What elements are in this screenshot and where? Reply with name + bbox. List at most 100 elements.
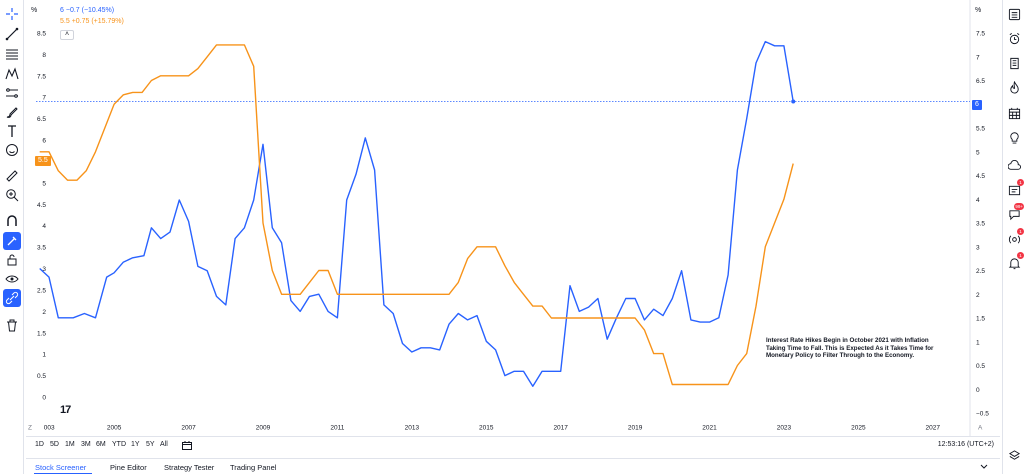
- magnet-icon[interactable]: [3, 212, 21, 230]
- x-axis-tick: 2017: [553, 425, 568, 432]
- legend-series-1[interactable]: 6 −0.7 (−10.45%): [60, 7, 114, 14]
- x-axis-tick: 2007: [181, 425, 196, 432]
- clock[interactable]: 12:53:16 (UTC+2): [937, 441, 994, 448]
- x-axis-tick: 2009: [256, 425, 271, 432]
- tab-strategy-tester[interactable]: Strategy Tester: [164, 463, 215, 472]
- right-axis-tick: 4: [976, 197, 980, 204]
- right-axis-tick: 1.5: [976, 316, 985, 323]
- ideas-badge: 1: [1017, 179, 1024, 186]
- streams-badge: 1: [1017, 228, 1024, 235]
- legend-series-2-change: +0.75 (+15.79%): [71, 18, 124, 25]
- right-axis-tick: 4.5: [976, 173, 985, 180]
- x-axis-tick: 2011: [330, 425, 344, 432]
- trend-line-icon[interactable]: [3, 25, 21, 43]
- range-all[interactable]: All: [160, 441, 168, 448]
- left-axis-tick: 0.5: [37, 373, 46, 380]
- right-axis-tick: 7: [976, 54, 980, 61]
- hotlist-fire-icon[interactable]: [1007, 80, 1021, 94]
- x-axis-tick: 2021: [702, 425, 717, 432]
- right-axis-tick: 2.5: [976, 268, 985, 275]
- right-axis-tick: 6.5: [976, 78, 985, 85]
- chevron-down-icon[interactable]: [980, 463, 988, 472]
- lightbulb-icon[interactable]: [1007, 130, 1021, 144]
- left-axis-tick: 6: [42, 138, 46, 145]
- calendar-grid-icon[interactable]: [1007, 106, 1021, 120]
- range-ytd[interactable]: YTD: [112, 441, 126, 448]
- left-axis-tick: 3.5: [37, 245, 46, 252]
- legend-series-2-value: 5.5: [60, 18, 70, 25]
- left-axis-tick: 7: [42, 95, 46, 102]
- time-range-bar: 1D 5D 1M 3M 6M YTD 1Y 5Y All 12:53:16 (U…: [26, 436, 1000, 454]
- link-icon[interactable]: [3, 289, 21, 307]
- range-1d[interactable]: 1D: [35, 441, 44, 448]
- pattern-icon[interactable]: [3, 65, 21, 83]
- emoji-icon[interactable]: [3, 141, 21, 159]
- range-1m[interactable]: 1M: [65, 441, 75, 448]
- last-point-marker: [791, 99, 796, 104]
- left-axis-tick: 3: [42, 266, 46, 273]
- zoom-in-icon[interactable]: [3, 186, 21, 204]
- eye-icon[interactable]: [3, 270, 21, 288]
- data-window-icon[interactable]: [1007, 56, 1021, 70]
- right-axis-tick: 5: [976, 149, 980, 156]
- watchlist-icon[interactable]: [1007, 7, 1021, 21]
- chart-pane[interactable]: 8.5 8 7.5 7 6.5 6 5.5 5 4.5 4 3.5 3 2.5 2 1.5 1 0.5 0 7.5 7…: [26, 0, 1000, 436]
- lock-icon[interactable]: [3, 251, 21, 269]
- calendar-icon[interactable]: [182, 441, 192, 452]
- right-scale-label[interactable]: %: [975, 7, 982, 14]
- right-axis-tick: 0.5: [976, 363, 985, 370]
- range-6m[interactable]: 6M: [96, 441, 106, 448]
- left-axis-tick: 5: [42, 180, 46, 187]
- crosshair-icon[interactable]: [3, 5, 21, 23]
- left-axis-tick: 2.5: [37, 287, 46, 294]
- chart-annotation-text[interactable]: Interest Rate Hikes Begin in October 202…: [766, 337, 934, 360]
- left-axis-tick: 8.5: [37, 31, 46, 38]
- right-axis-tick: 1: [976, 339, 980, 346]
- streams-icon[interactable]: 1: [1007, 228, 1024, 246]
- x-axis-tick: 2019: [628, 425, 643, 432]
- left-axis-tick: 4.5: [37, 202, 46, 209]
- tab-pine-editor[interactable]: Pine Editor: [110, 463, 147, 472]
- right-price-tag: 6: [972, 100, 982, 110]
- range-1y[interactable]: 1Y: [131, 441, 140, 448]
- orange-series-line: [39, 44, 794, 386]
- brush-icon[interactable]: [3, 103, 21, 121]
- drawing-toolbar: [0, 0, 24, 474]
- left-axis-tick: 7.5: [37, 73, 46, 80]
- left-axis-tick: 2: [42, 309, 46, 316]
- layers-icon[interactable]: [1007, 448, 1021, 462]
- price-chart[interactable]: 8.5 8 7.5 7 6.5 6 5.5 5 4.5 4 3.5 3 2.5 2 1.5 1 0.5 0 7.5 7…: [26, 0, 1000, 436]
- range-5d[interactable]: 5D: [50, 441, 59, 448]
- right-axis-tick: 2: [976, 292, 980, 299]
- tab-stock-screener[interactable]: Stock Screener: [35, 463, 87, 472]
- legend-series-1-value: 6: [60, 7, 64, 14]
- ideas-icon[interactable]: 1: [1007, 179, 1024, 197]
- right-axis-tick: 0: [976, 387, 980, 394]
- left-scale-label[interactable]: %: [31, 7, 38, 14]
- bottom-panel-tabs: Stock Screener Pine Editor Strategy Test…: [26, 458, 1000, 474]
- projection-icon[interactable]: [3, 84, 21, 102]
- fib-retracement-icon[interactable]: [3, 45, 21, 63]
- left-axis-tick: 1: [42, 352, 46, 359]
- ruler-icon[interactable]: [3, 167, 21, 185]
- right-axis-tick: 3.5: [976, 221, 985, 228]
- range-3m[interactable]: 3M: [81, 441, 91, 448]
- legend-series-2[interactable]: 5.5 +0.75 (+15.79%): [60, 18, 124, 25]
- text-icon[interactable]: [3, 122, 21, 140]
- chats-icon[interactable]: 99+: [1007, 203, 1024, 221]
- trash-icon[interactable]: [3, 316, 21, 334]
- chats-badge: 99+: [1014, 203, 1024, 210]
- left-axis-tick: 1.5: [37, 330, 46, 337]
- range-5y[interactable]: 5Y: [146, 441, 155, 448]
- left-price-tag: 5.5: [35, 156, 51, 166]
- tradingview-logo[interactable]: 17: [60, 404, 71, 416]
- left-axis-tick: 4: [42, 223, 46, 230]
- legend-collapse-button[interactable]: ˄: [60, 30, 74, 40]
- blue-series-line: [39, 40, 794, 387]
- tab-trading-panel[interactable]: Trading Panel: [230, 463, 277, 472]
- stay-drawing-mode-icon[interactable]: [3, 232, 21, 250]
- x-axis-tick: 2005: [107, 425, 122, 432]
- alarm-clock-icon[interactable]: [1007, 31, 1021, 45]
- notification-bell-icon[interactable]: 1: [1007, 252, 1024, 270]
- ideas-stream-icon[interactable]: [1007, 159, 1021, 173]
